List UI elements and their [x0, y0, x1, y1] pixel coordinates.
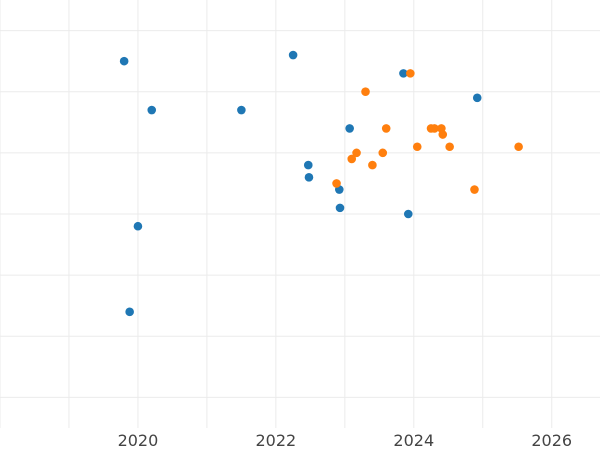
data-point [445, 142, 454, 152]
data-point [406, 69, 415, 78]
data-point [438, 130, 448, 139]
data-points [119, 50, 523, 317]
x-tick-label: 2020 [118, 431, 159, 450]
data-point [430, 124, 439, 133]
data-point [335, 203, 345, 213]
data-point [514, 142, 523, 152]
data-point [303, 160, 313, 170]
data-point [288, 50, 298, 60]
data-point [470, 185, 479, 194]
x-tick-label: 2026 [531, 431, 572, 450]
data-point [347, 154, 357, 164]
data-point [119, 56, 129, 66]
data-point [381, 124, 391, 133]
horizontal-gridlines [0, 30, 600, 398]
data-point [368, 160, 377, 170]
x-tick-label: 2022 [256, 431, 297, 450]
data-point [237, 105, 246, 115]
data-point [361, 87, 370, 97]
data-point [147, 105, 157, 115]
data-point [125, 307, 134, 317]
data-point [472, 93, 482, 103]
data-point [332, 179, 341, 188]
data-point [403, 209, 413, 219]
data-point [352, 148, 361, 158]
data-point [399, 69, 408, 78]
data-point [304, 173, 314, 182]
data-point [412, 142, 422, 152]
data-point [133, 221, 143, 231]
data-point [378, 148, 388, 158]
x-tick-label: 2024 [393, 431, 434, 450]
data-point [345, 124, 354, 133]
x-tick-labels: 2020 2022 2024 2026 [118, 431, 573, 450]
